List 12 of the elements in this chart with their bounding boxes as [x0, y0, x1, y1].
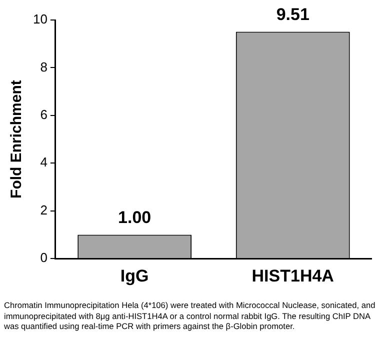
y-tick-label: 4: [40, 154, 48, 170]
y-axis-title: Fold Enrichment: [8, 80, 26, 198]
y-tick-label: 10: [32, 12, 48, 27]
text: Chromatin Immunoprecipitation Hela (4*106) were treated with Micrococcal Nuclease, sonicated, and immunoprecipitated with 8μg anti-HIST1H4A or a control normal rabbit IgG. The resulting ChIP DNA was quantified using real-time PCR with primers against the β-Globin promoter.: [4, 300, 376, 332]
y-tick-label: 0: [40, 250, 48, 266]
x-tick-label: HIST1H4A: [252, 266, 334, 286]
data-label: 9.51: [276, 4, 310, 24]
data-label: 1.00: [118, 208, 152, 227]
y-tick-label: 6: [40, 107, 48, 122]
y-tick-label: 2: [40, 202, 48, 218]
x-tick-label: IgG: [120, 266, 149, 286]
y-tick-label: 8: [40, 59, 48, 74]
